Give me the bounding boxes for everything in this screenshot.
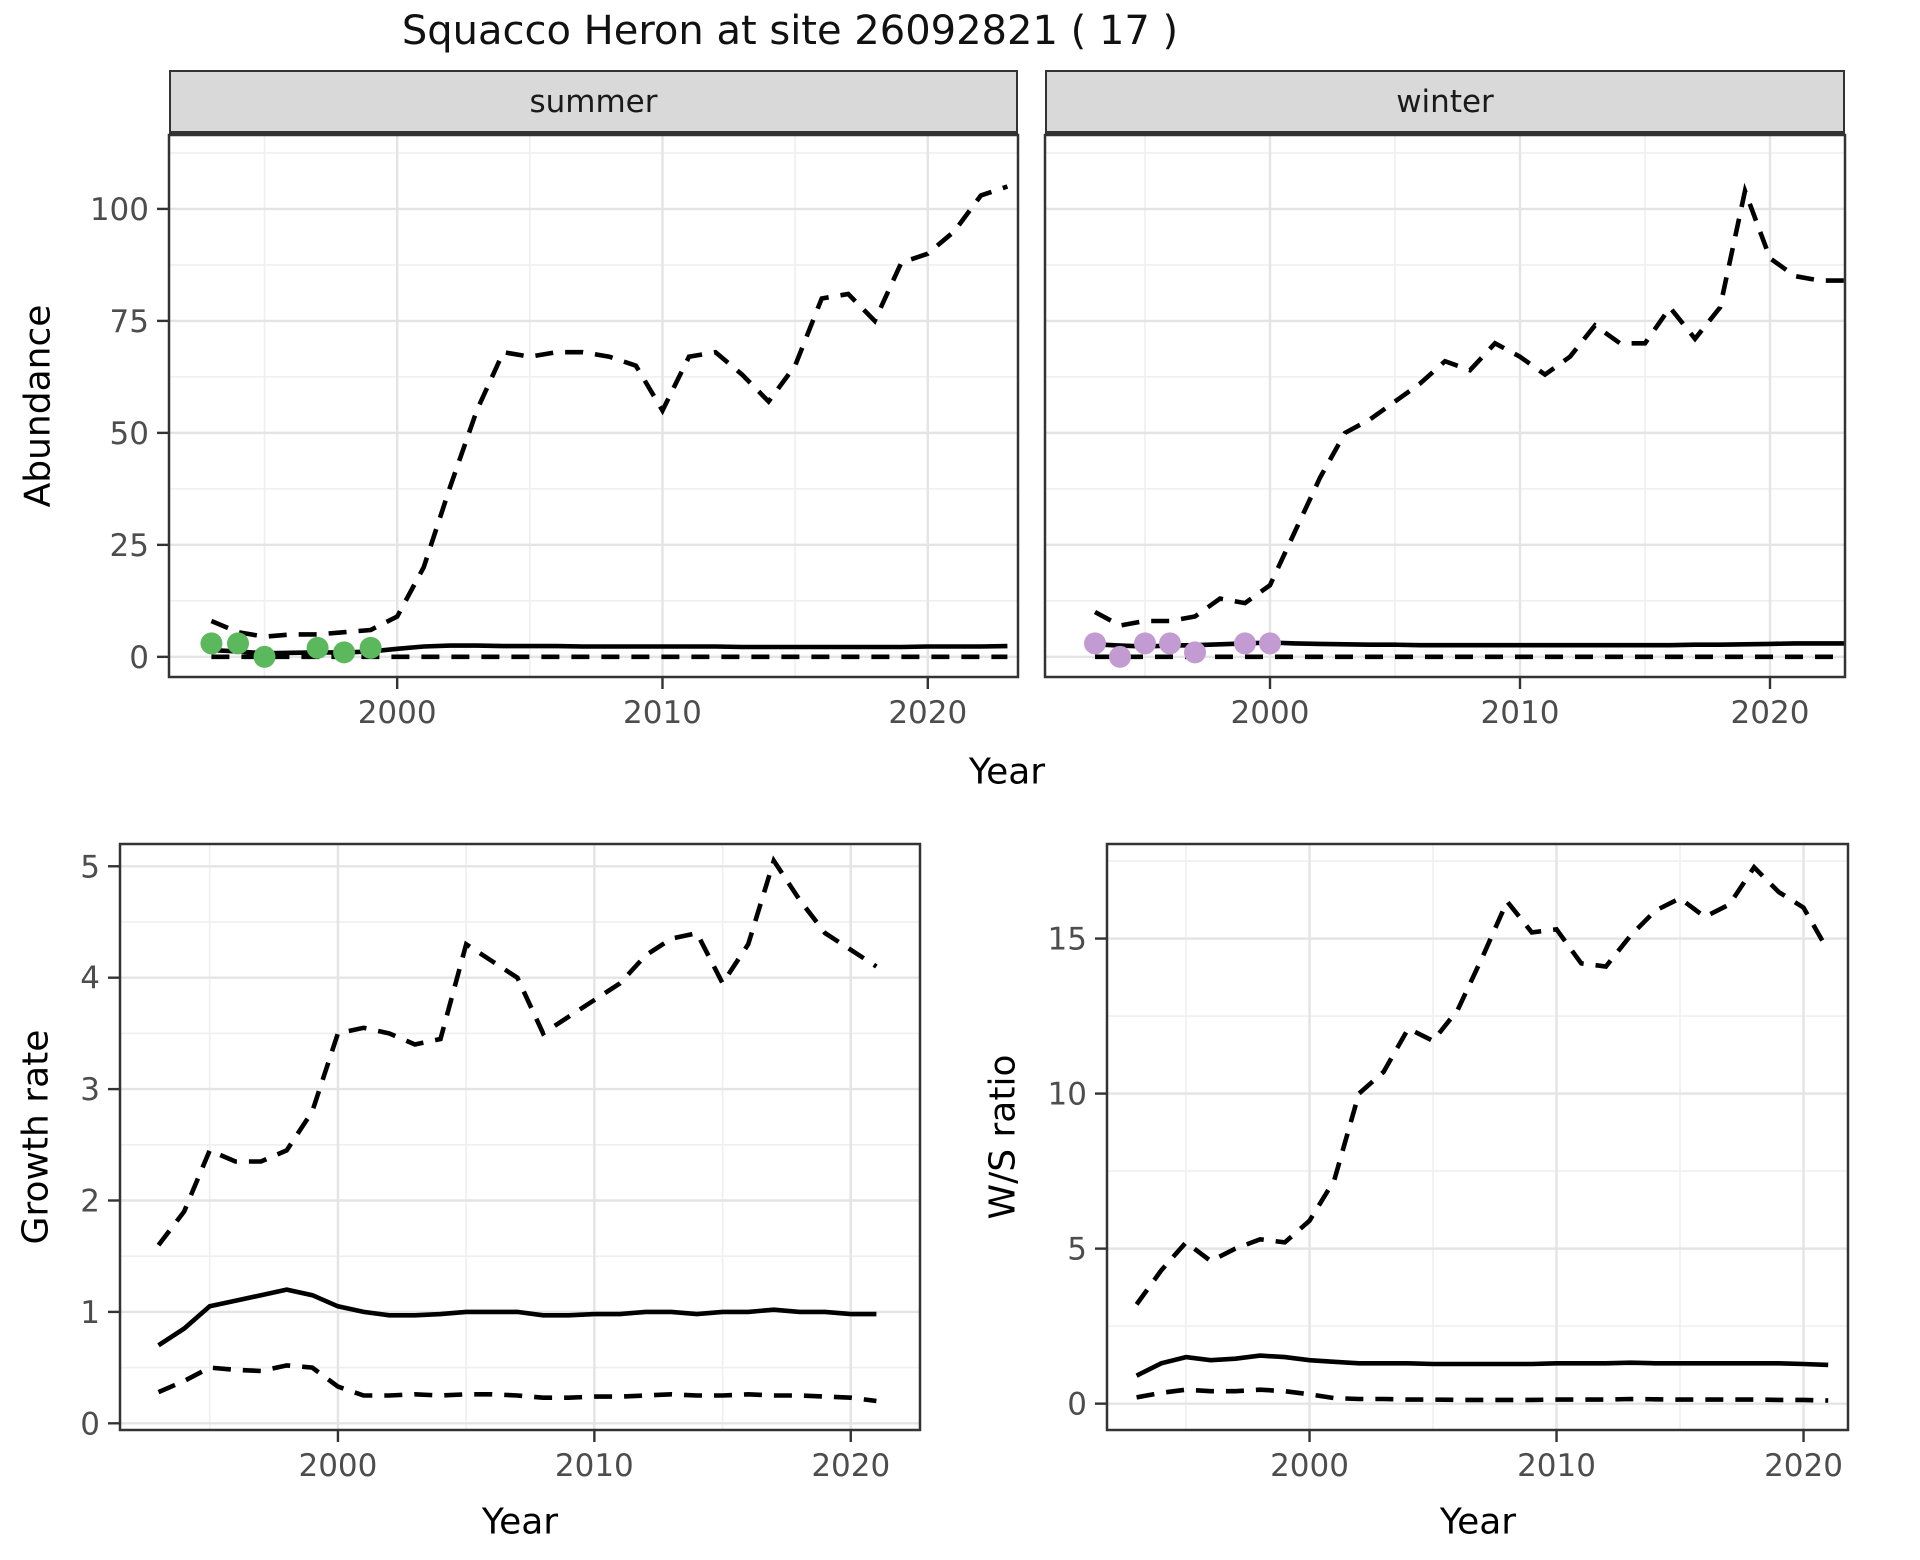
series-lower_95CI	[1136, 1387, 1829, 1403]
facet-strip-summer: summer	[169, 70, 1018, 135]
x-tick-label: 2020	[888, 695, 967, 731]
ws-ratio-axis-title: W/S ratio	[982, 1054, 1024, 1220]
growth-rate-axis-title: Growth rate	[15, 1029, 57, 1245]
facet-strip-summer-label: summer	[529, 83, 658, 120]
panel-background	[1045, 135, 1845, 677]
series-upper_95CI	[156, 855, 878, 1247]
y-tick-label: 0	[1067, 1387, 1087, 1423]
panel-background	[169, 135, 1018, 677]
panel-border	[1105, 842, 1850, 1432]
x-tick-label: 2000	[298, 1448, 377, 1484]
series-median	[1135, 1353, 1829, 1378]
y-tick-label: 5	[80, 849, 100, 885]
y-tick-label: 10	[1048, 1077, 1087, 1113]
observation-point	[1259, 632, 1281, 655]
facet-strip-winter-label: winter	[1396, 83, 1494, 120]
observation-point	[226, 632, 249, 655]
observation-point	[200, 632, 223, 655]
y-tick-label: 5	[1067, 1232, 1087, 1268]
series-median	[157, 1287, 877, 1348]
abundance-axis-title: Abundance	[17, 304, 59, 508]
facet-strip-winter: winter	[1045, 70, 1845, 135]
plot-title: Squacco Heron at site 26092821 ( 17 )	[401, 8, 1179, 54]
observation-point	[306, 636, 329, 659]
x-tick-label: 2000	[358, 695, 437, 731]
y-tick-label: 25	[110, 528, 149, 564]
observation-point	[333, 641, 356, 664]
x-tick-label: 2010	[623, 695, 702, 731]
y-tick-label: 75	[110, 304, 149, 340]
y-tick-label: 3	[80, 1072, 100, 1108]
bottom-right-year-axis-title: Year	[1439, 1501, 1517, 1543]
y-tick-label: 50	[110, 416, 149, 452]
observation-point	[1234, 632, 1256, 655]
y-tick-label: 1	[80, 1295, 100, 1331]
abundance-summer-chart: 2000 2010 2020 0 25 50 75 100	[90, 133, 1020, 731]
y-tick-label: 0	[129, 640, 149, 676]
bottom-left-year-axis-title: Year	[481, 1501, 559, 1543]
series-upper_95CI	[210, 184, 1009, 640]
panel-background	[120, 844, 920, 1430]
x-tick-label: 2020	[811, 1448, 890, 1484]
series-lower_95CI	[157, 1363, 877, 1404]
panel-background	[1107, 844, 1848, 1430]
x-tick-label: 2010	[555, 1448, 634, 1484]
x-tick-label: 2010	[1481, 695, 1560, 731]
observation-point	[1084, 632, 1106, 655]
y-tick-label: 100	[90, 192, 149, 228]
observation-point	[1109, 645, 1131, 668]
x-tick-label: 2010	[1517, 1448, 1596, 1484]
x-tick-label: 2020	[1764, 1448, 1843, 1484]
observation-point	[359, 636, 382, 659]
y-tick-label: 0	[80, 1406, 100, 1442]
x-tick-label: 2000	[1270, 1448, 1349, 1484]
growth-rate-chart: 2000 2010 2020 0 1 2 3 4 5	[80, 842, 922, 1484]
observation-point	[1159, 632, 1181, 655]
observation-point	[253, 645, 276, 668]
panel-border	[118, 842, 922, 1432]
x-tick-label: 2020	[1731, 695, 1810, 731]
y-tick-label: 15	[1048, 922, 1087, 958]
y-tick-label: 4	[80, 961, 100, 997]
observation-point	[1134, 632, 1156, 655]
x-tick-label: 2000	[1231, 695, 1310, 731]
abundance-winter-chart: 2000 2010 2020	[1043, 133, 1847, 731]
observation-point	[1184, 641, 1206, 664]
y-tick-label: 2	[80, 1184, 100, 1220]
top-year-axis-title: Year	[968, 751, 1046, 793]
series-upper_95CI	[1093, 182, 1845, 628]
ws-ratio-chart: 2000 2010 2020 0 5 10 15	[1048, 842, 1850, 1484]
panel-border	[1043, 133, 1847, 679]
series-median	[1094, 640, 1845, 649]
series-upper_95CI	[1134, 863, 1831, 1306]
panel-border	[167, 133, 1020, 679]
